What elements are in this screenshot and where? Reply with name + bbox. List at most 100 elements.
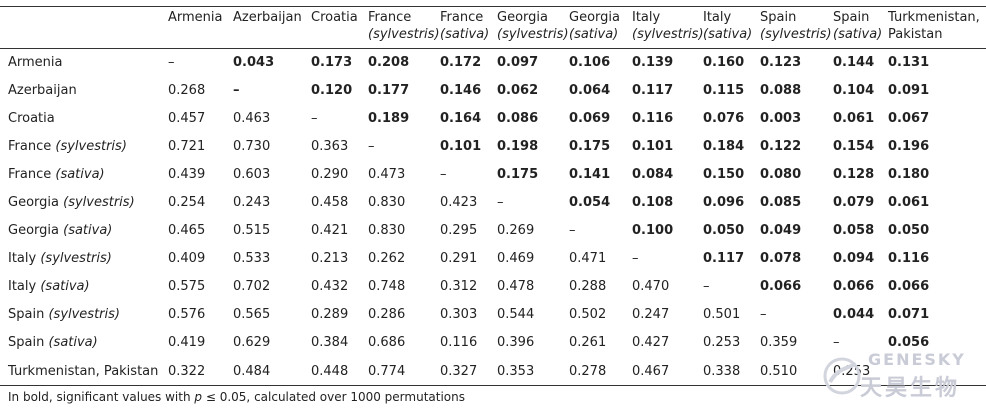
- footnote-p-symbol: p: [194, 390, 203, 404]
- row-label-variety: (sylvestris): [40, 251, 112, 266]
- table-cell: 0.078: [760, 251, 802, 266]
- table-footnote: In bold, significant values with p ≤ 0.0…: [8, 390, 465, 404]
- table-cell: –: [569, 223, 576, 238]
- row-label: Italy (sativa): [8, 279, 90, 295]
- table-cell: 0.396: [497, 335, 535, 350]
- table-cell: 0.268: [168, 83, 206, 98]
- row-label-name: Azerbaijan: [8, 83, 77, 98]
- table-cell: 0.502: [569, 307, 607, 322]
- table-cell: –: [440, 167, 447, 182]
- column-header-line2: (sylvestris): [368, 27, 440, 42]
- row-label: France (sylvestris): [8, 139, 127, 155]
- table-cell: 0.101: [632, 139, 674, 154]
- table-cell: 0.432: [311, 279, 349, 294]
- table-cell: 0.278: [569, 364, 607, 379]
- table-cell: 0.175: [497, 167, 539, 182]
- table-cell: 0.086: [497, 111, 539, 126]
- table-cell: 0.071: [888, 307, 930, 322]
- table-cell: 0.295: [440, 223, 478, 238]
- table-cell: 0.629: [233, 335, 271, 350]
- table-cell: 0.470: [632, 279, 670, 294]
- table-cell: 0.084: [632, 167, 674, 182]
- row-label: Armenia: [8, 55, 63, 71]
- table-cell: 0.189: [368, 111, 410, 126]
- column-header-line1: Georgia: [569, 10, 620, 25]
- table-cell: –: [233, 83, 240, 98]
- table-cell: 0.409: [168, 251, 206, 266]
- table-cell: 0.544: [497, 307, 535, 322]
- table-cell: 0.117: [703, 251, 745, 266]
- table-cell: 0.353: [497, 364, 535, 379]
- table-cell: 0.076: [703, 111, 745, 126]
- column-header: Azerbaijan: [233, 9, 302, 26]
- column-header-line2: (sativa): [440, 27, 490, 42]
- table-header-rule: [0, 48, 986, 49]
- table-cell: 0.066: [760, 279, 802, 294]
- table-cell: 0.180: [888, 167, 930, 182]
- table-cell: 0.100: [632, 223, 674, 238]
- row-label-variety: (sylvestris): [63, 195, 135, 210]
- table-cell: 0.128: [833, 167, 875, 182]
- table-cell: 0.079: [833, 195, 875, 210]
- row-label-variety: (sativa): [55, 167, 105, 182]
- table-cell: 0.050: [703, 223, 745, 238]
- column-header-line1: Croatia: [311, 10, 358, 25]
- column-header-line2: (sylvestris): [632, 27, 704, 42]
- table-cell: 0.122: [760, 139, 802, 154]
- table-cell: 0.269: [497, 223, 535, 238]
- table-cell: 0.120: [311, 83, 353, 98]
- table-cell: 0.501: [703, 307, 741, 322]
- table-cell: 0.094: [833, 251, 875, 266]
- table-cell: 0.213: [311, 251, 349, 266]
- row-label-variety: (sativa): [40, 279, 90, 294]
- table-cell: 0.050: [888, 223, 930, 238]
- row-label: Turkmenistan, Pakistan: [8, 364, 158, 380]
- table-cell: 0.154: [833, 139, 875, 154]
- table-cell: –: [703, 279, 710, 294]
- table-cell: 0.469: [497, 251, 535, 266]
- table-cell: –: [632, 251, 639, 266]
- row-label: Italy (sylvestris): [8, 251, 112, 267]
- table-cell: 0.184: [703, 139, 745, 154]
- table-cell: 0.150: [703, 167, 745, 182]
- table-cell: 0.177: [368, 83, 410, 98]
- table-cell: 0.448: [311, 364, 349, 379]
- watermark-chinese: 天昊生物: [860, 376, 961, 401]
- table-bottom-rule: [0, 385, 986, 386]
- table-cell: 0.067: [888, 111, 930, 126]
- table-cell: 0.830: [368, 195, 406, 210]
- table-cell: 0.172: [440, 55, 482, 70]
- table-cell: 0.565: [233, 307, 271, 322]
- column-header: France (sylvestris): [368, 9, 440, 43]
- table-cell: 0.303: [440, 307, 478, 322]
- row-label-name: Spain: [8, 307, 45, 322]
- table-cell: 0.164: [440, 111, 482, 126]
- table-cell: 0.097: [497, 55, 539, 70]
- table-cell: 0.243: [233, 195, 271, 210]
- column-header-line1: Azerbaijan: [233, 10, 302, 25]
- table-cell: 0.069: [569, 111, 611, 126]
- column-header-line2: (sylvestris): [497, 27, 569, 42]
- table-cell: 0.286: [368, 307, 406, 322]
- table-cell: 0.080: [760, 167, 802, 182]
- table-cell: 0.173: [311, 55, 353, 70]
- column-header-line1: Georgia: [497, 10, 548, 25]
- genesky-logo-icon: [823, 357, 861, 395]
- column-header: Georgia (sylvestris): [497, 9, 569, 43]
- table-cell: 0.603: [233, 167, 271, 182]
- table-cell: 0.066: [888, 279, 930, 294]
- column-header-line2: Pakistan: [888, 27, 943, 42]
- table-cell: 0.261: [569, 335, 607, 350]
- table-cell: 0.363: [311, 139, 349, 154]
- row-label-variety: (sativa): [63, 223, 113, 238]
- row-label-name: France: [8, 167, 52, 182]
- table-cell: –: [311, 111, 318, 126]
- table-cell: –: [368, 139, 375, 154]
- table-cell: 0.116: [632, 111, 674, 126]
- table-cell: 0.160: [703, 55, 745, 70]
- table-cell: 0.066: [833, 279, 875, 294]
- table-cell: 0.774: [368, 364, 406, 379]
- row-label-name: Armenia: [8, 55, 63, 70]
- table-cell: 0.327: [440, 364, 478, 379]
- table-cell: 0.359: [760, 335, 798, 350]
